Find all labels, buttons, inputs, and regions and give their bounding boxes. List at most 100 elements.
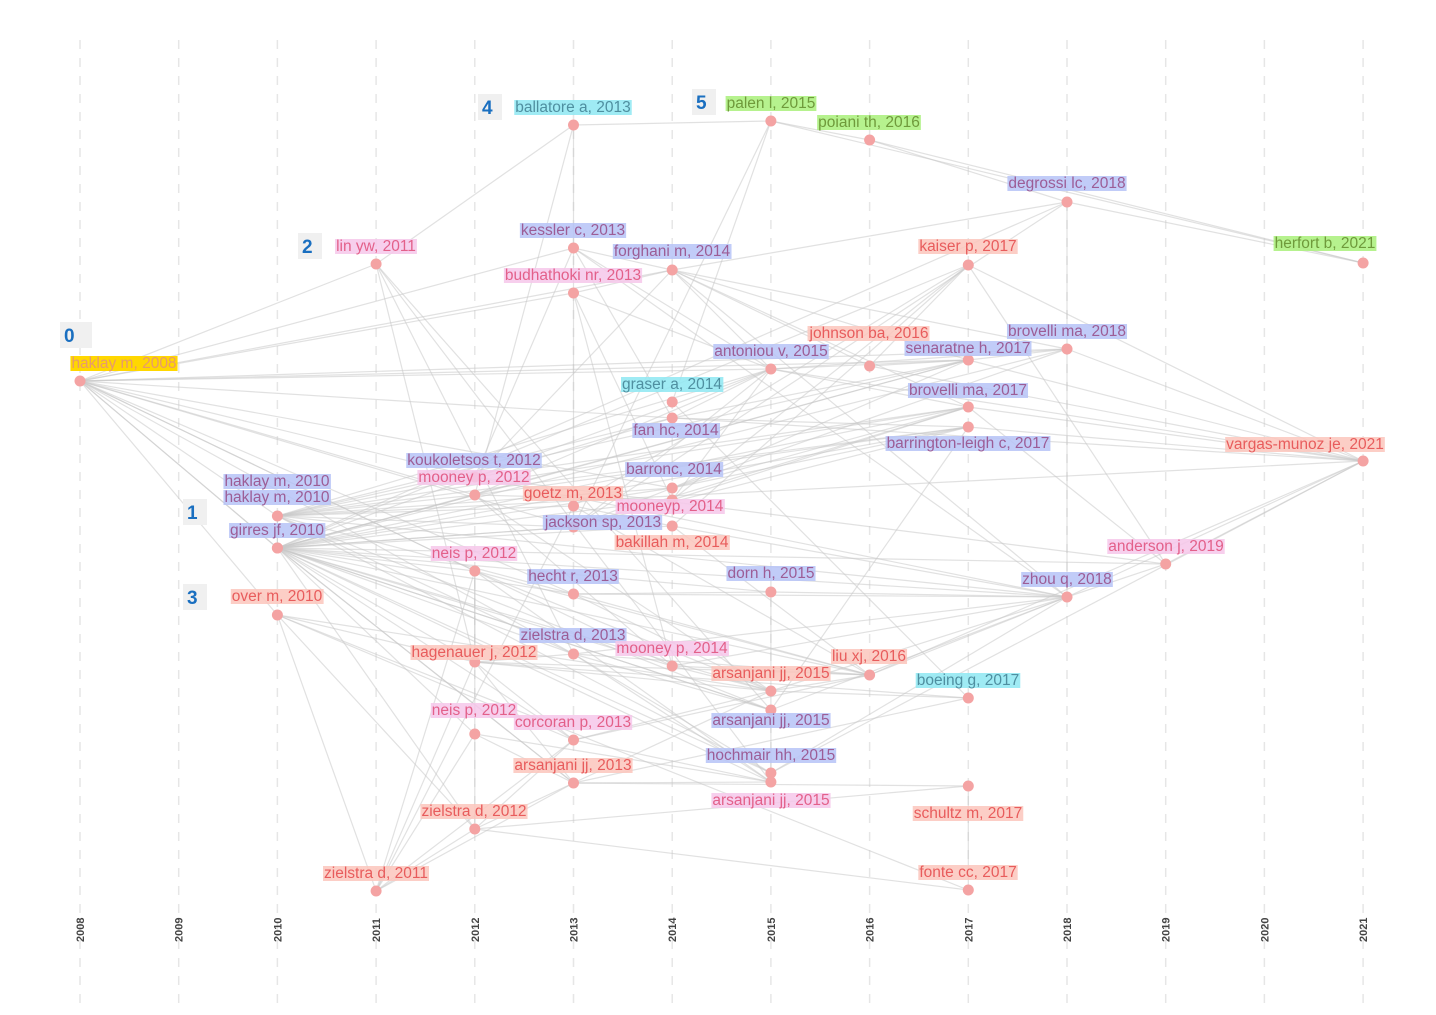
paper-label[interactable]: brovelli ma, 2018: [1006, 323, 1128, 340]
paper-label[interactable]: hecht r, 2013: [527, 568, 619, 585]
paper-node[interactable]: [962, 884, 974, 896]
paper-label[interactable]: antoniou v, 2015: [713, 343, 829, 360]
paper-label[interactable]: degrossi lc, 2018: [1007, 175, 1127, 192]
paper-label[interactable]: neis p, 2012: [430, 545, 518, 562]
paper-node[interactable]: [765, 704, 777, 716]
paper-node[interactable]: [666, 482, 678, 494]
paper-label[interactable]: koukoletsos t, 2012: [406, 452, 542, 469]
paper-label[interactable]: poiani th, 2016: [817, 114, 921, 131]
paper-node[interactable]: [370, 885, 382, 897]
paper-node[interactable]: [765, 586, 777, 598]
paper-node[interactable]: [568, 734, 579, 746]
paper-node[interactable]: [666, 412, 678, 424]
paper-label[interactable]: anderson j, 2019: [1107, 538, 1225, 555]
paper-label[interactable]: liu xj, 2016: [830, 648, 908, 665]
paper-node[interactable]: [765, 685, 777, 697]
paper-node[interactable]: [469, 489, 481, 501]
paper-node[interactable]: [765, 767, 777, 779]
paper-label[interactable]: graser a, 2014: [621, 376, 724, 393]
paper-label[interactable]: forghani m, 2014: [612, 243, 732, 260]
paper-label[interactable]: mooney p, 2014: [615, 640, 729, 657]
paper-label[interactable]: bakillah m, 2014: [614, 534, 730, 551]
paper-node[interactable]: [1061, 196, 1073, 208]
paper-label[interactable]: johnson ba, 2016: [807, 325, 930, 342]
paper-label[interactable]: mooneyp, 2014: [615, 498, 725, 515]
paper-node[interactable]: [568, 588, 579, 600]
paper-node[interactable]: [1061, 591, 1073, 603]
paper-label[interactable]: zielstra d, 2012: [420, 803, 528, 820]
paper-node[interactable]: [1061, 343, 1073, 355]
paper-node[interactable]: [1160, 558, 1172, 570]
paper-label[interactable]: fonte cc, 2017: [918, 864, 1018, 881]
paper-label[interactable]: hochmair hh, 2015: [705, 747, 837, 764]
paper-node[interactable]: [864, 360, 876, 372]
paper-node[interactable]: [765, 363, 777, 375]
paper-label[interactable]: over m, 2010: [230, 588, 324, 605]
paper-node[interactable]: [271, 510, 283, 522]
paper-label[interactable]: goetz m, 2013: [522, 485, 624, 502]
paper-node[interactable]: [962, 259, 974, 271]
paper-node[interactable]: [469, 565, 481, 577]
paper-node[interactable]: [271, 542, 283, 554]
paper-node[interactable]: [765, 115, 777, 127]
paper-node[interactable]: [1357, 257, 1369, 269]
paper-node[interactable]: [469, 728, 481, 740]
paper-label[interactable]: brovelli ma, 2017: [907, 382, 1029, 399]
paper-node[interactable]: [962, 692, 974, 704]
paper-label[interactable]: girres jf, 2010: [229, 522, 326, 539]
paper-label[interactable]: haklay m, 2008: [70, 355, 178, 372]
paper-node[interactable]: [568, 242, 579, 254]
paper-label[interactable]: zielstra d, 2013: [519, 627, 627, 644]
paper-node[interactable]: [271, 609, 283, 621]
paper-label[interactable]: kessler c, 2013: [519, 222, 627, 239]
paper-node[interactable]: [765, 776, 777, 788]
paper-node[interactable]: [1357, 455, 1369, 467]
paper-label[interactable]: kaiser p, 2017: [918, 238, 1018, 255]
paper-label[interactable]: zielstra d, 2011: [323, 865, 429, 882]
paper-node[interactable]: [74, 375, 86, 387]
paper-node[interactable]: [962, 401, 974, 413]
paper-node[interactable]: [962, 780, 974, 792]
paper-label[interactable]: lin yw, 2011: [335, 238, 417, 255]
paper-node[interactable]: [666, 264, 678, 276]
paper-label[interactable]: arsanjani jj, 2013: [513, 757, 633, 774]
paper-label[interactable]: jackson sp, 2013: [542, 514, 663, 531]
paper-label-text: arsanjani jj, 2013: [514, 757, 631, 774]
paper-node[interactable]: [962, 354, 974, 366]
paper-node[interactable]: [666, 520, 678, 532]
paper-node[interactable]: [666, 660, 678, 672]
paper-label[interactable]: arsanjani jj, 2015: [711, 712, 831, 729]
paper-label[interactable]: haklay m, 2010: [223, 489, 331, 506]
paper-label[interactable]: vargas-munoz je, 2021: [1225, 436, 1385, 453]
paper-label[interactable]: mooney p, 2012: [417, 469, 531, 486]
paper-label[interactable]: neis p, 2012: [430, 702, 518, 719]
paper-node[interactable]: [469, 823, 481, 835]
paper-label[interactable]: arsanjani jj, 2015: [711, 665, 831, 682]
paper-node[interactable]: [568, 500, 579, 512]
paper-node[interactable]: [666, 396, 678, 408]
paper-label[interactable]: senaratne h, 2017: [904, 340, 1032, 357]
paper-node[interactable]: [962, 421, 974, 433]
paper-label[interactable]: ballatore a, 2013: [514, 99, 632, 116]
paper-node[interactable]: [864, 134, 876, 146]
paper-label[interactable]: herfort b, 2021: [1273, 235, 1377, 252]
paper-label[interactable]: arsanjani jj, 2015: [711, 792, 831, 809]
paper-label[interactable]: budhathoki nr, 2013: [503, 267, 643, 284]
paper-label[interactable]: zhou q, 2018: [1021, 571, 1113, 588]
paper-label[interactable]: barronc, 2014: [625, 461, 724, 478]
paper-label[interactable]: dorn h, 2015: [726, 565, 816, 582]
paper-node[interactable]: [864, 669, 876, 681]
paper-node[interactable]: [370, 258, 382, 270]
paper-label[interactable]: palen l, 2015: [725, 95, 817, 112]
paper-label[interactable]: haklay m, 2010: [223, 473, 331, 490]
paper-label[interactable]: schultz m, 2017: [912, 805, 1024, 822]
paper-label[interactable]: barrington-leigh c, 2017: [885, 435, 1051, 452]
paper-label[interactable]: fan hc, 2014: [632, 422, 721, 439]
paper-label[interactable]: corcoran p, 2013: [513, 714, 633, 731]
paper-node[interactable]: [568, 287, 579, 299]
paper-node[interactable]: [568, 648, 579, 660]
paper-node[interactable]: [568, 777, 579, 789]
paper-label[interactable]: hagenauer j, 2012: [410, 644, 538, 661]
paper-label[interactable]: boeing g, 2017: [915, 672, 1021, 689]
paper-node[interactable]: [568, 119, 579, 131]
